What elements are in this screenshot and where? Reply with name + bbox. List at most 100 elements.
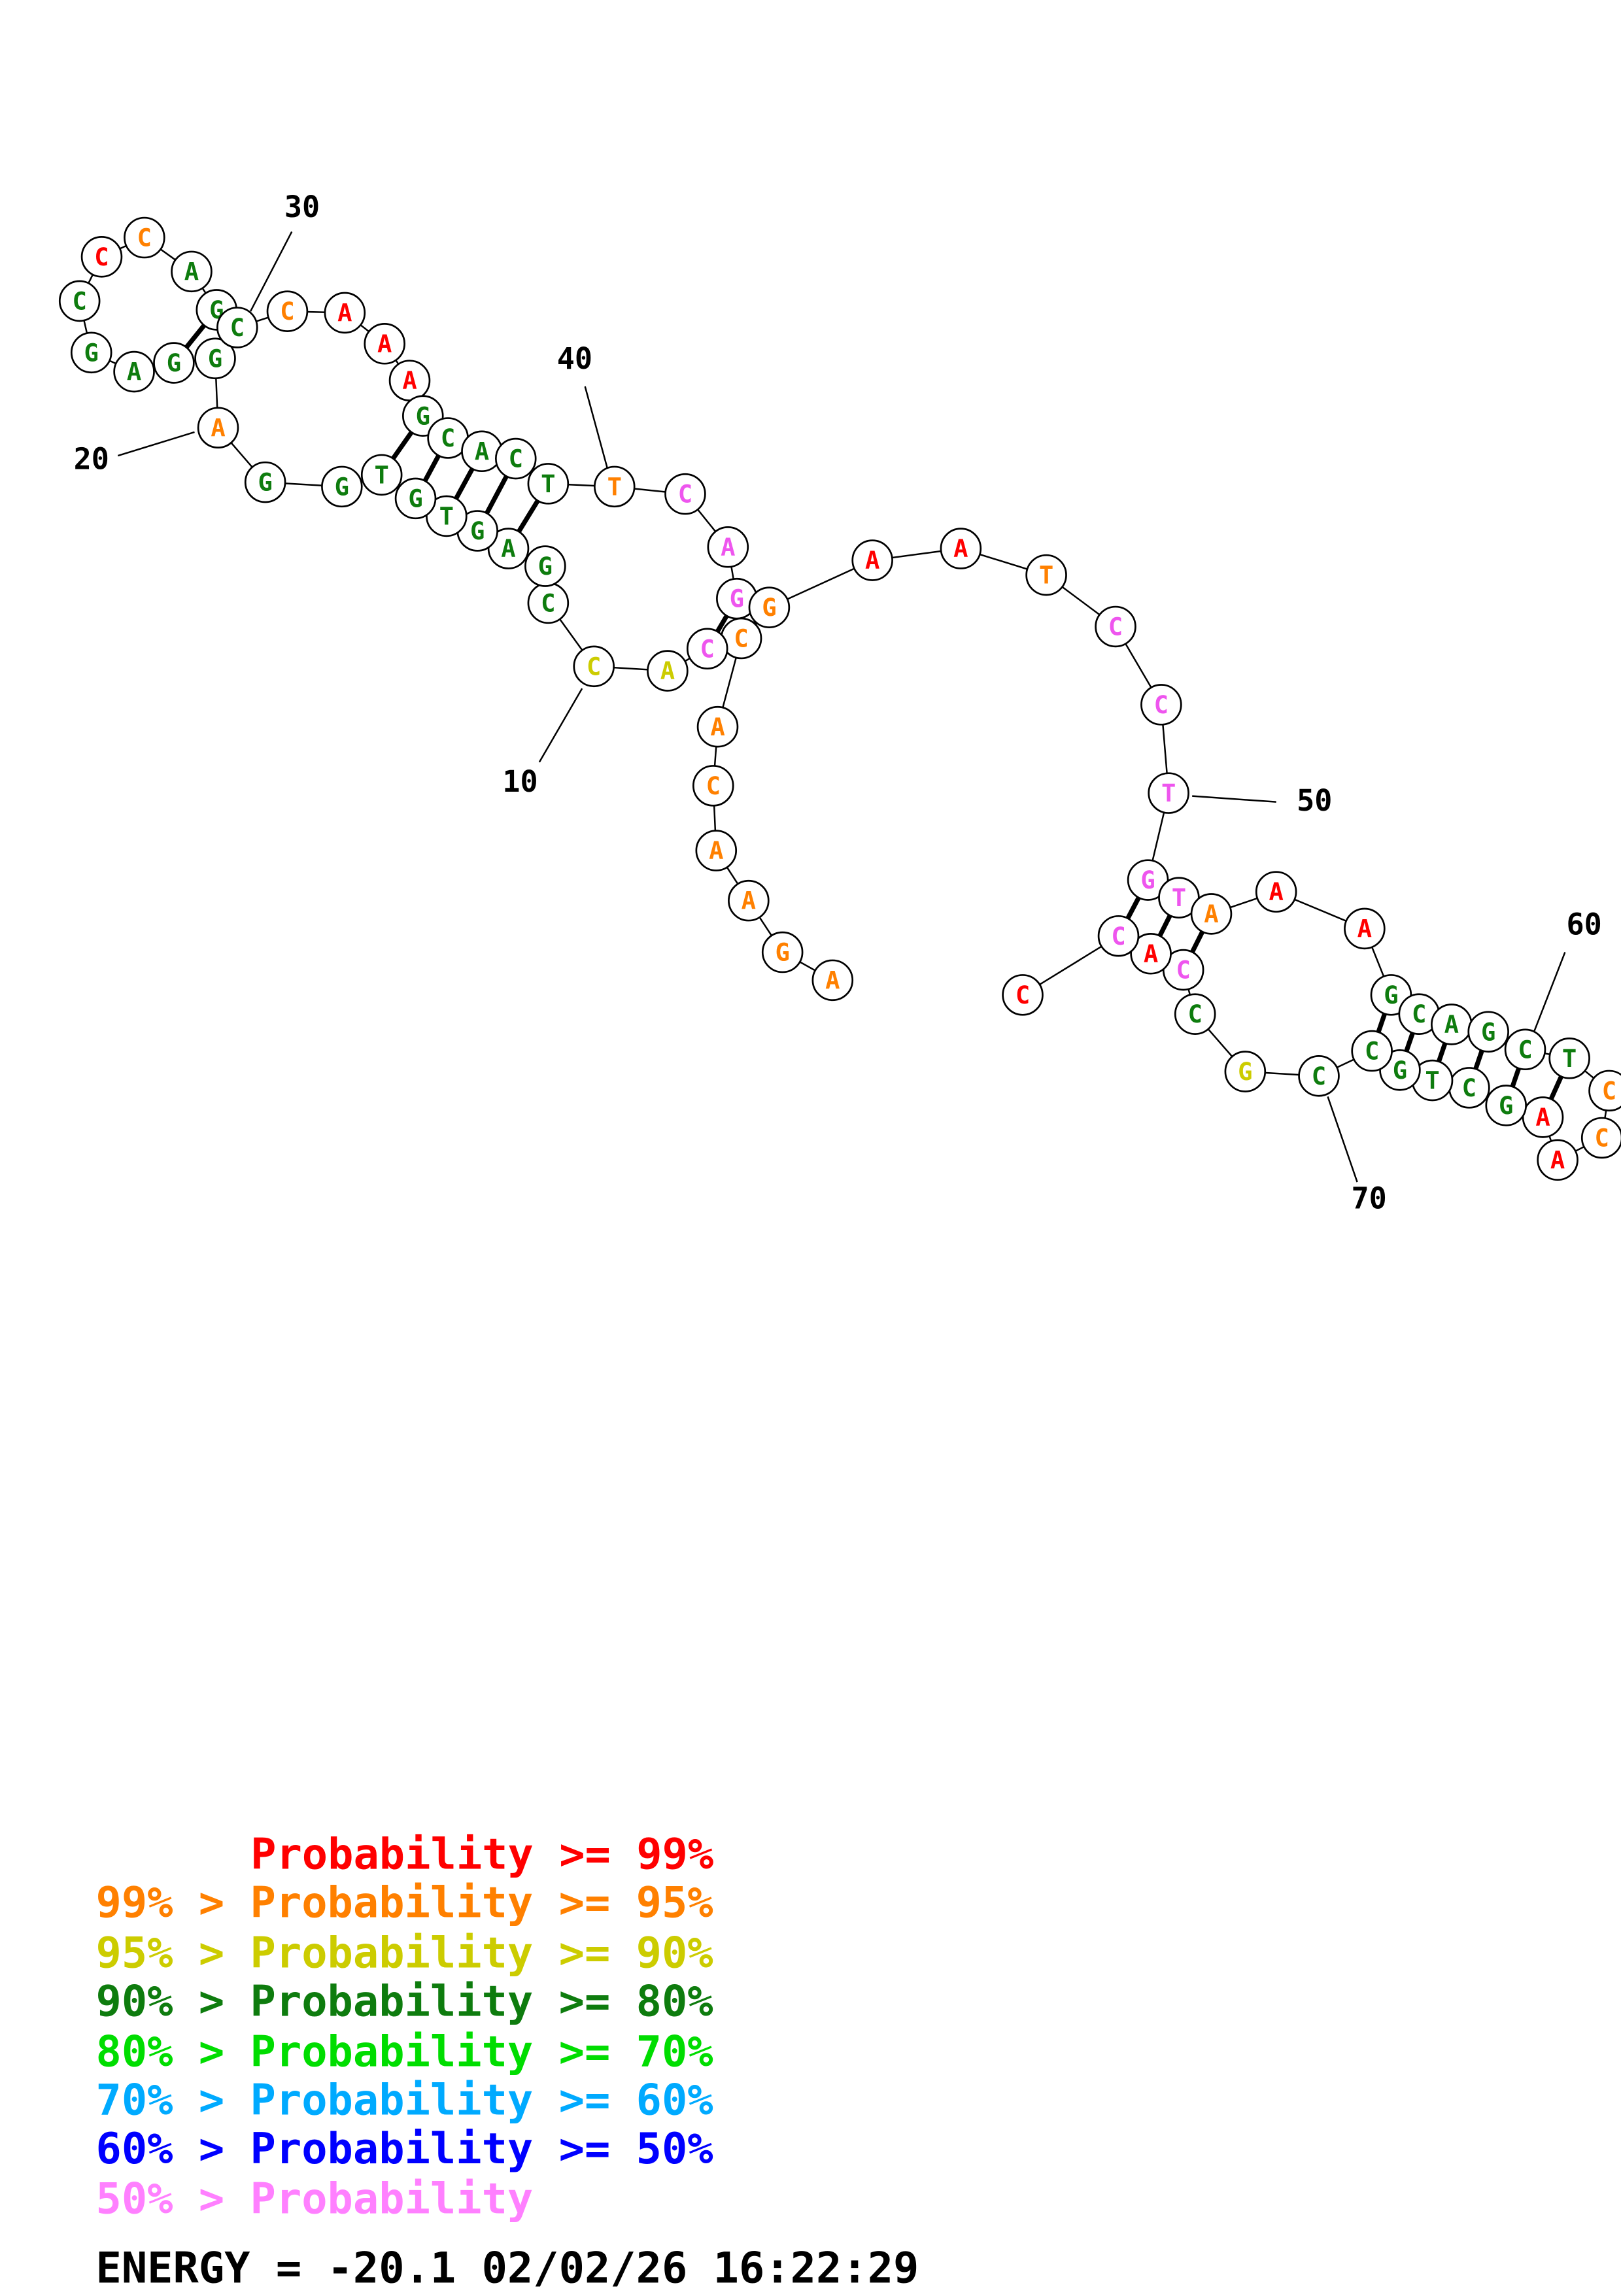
base-letter-44: G (762, 593, 776, 622)
base-circle-42 (707, 526, 749, 568)
base-circle-31 (266, 290, 309, 332)
base-circle-61 (1548, 1038, 1590, 1079)
base-circle-1 (811, 959, 854, 1002)
base-circle-23 (113, 350, 155, 393)
base-circle-26 (80, 236, 123, 278)
base-letter-7: C (734, 624, 748, 653)
base-circle-2 (761, 931, 804, 973)
base-circle-72 (1224, 1051, 1267, 1092)
legend-row-6: 70% > Probability >= 60% (95, 2076, 713, 2125)
base-letter-35: G (416, 401, 430, 430)
position-label-line-10 (538, 688, 583, 763)
base-letter-49: C (1154, 690, 1169, 719)
base-circle-44 (748, 586, 791, 628)
base-circle-60 (1504, 1028, 1546, 1071)
position-label-line-30 (250, 231, 293, 312)
base-letter-16: G (408, 484, 422, 513)
base-letter-60: C (1518, 1035, 1532, 1064)
base-circle-55 (1344, 907, 1386, 950)
base-circle-39 (527, 463, 570, 505)
energy-text: ENERGY = -20.1 02/02/26 16:22:29 (95, 2244, 919, 2293)
base-circle-63 (1580, 1117, 1621, 1159)
base-circle-24 (70, 331, 112, 374)
position-label-10: 10 (502, 764, 537, 799)
base-circle-22 (153, 342, 195, 384)
base-circle-75 (1130, 932, 1172, 975)
base-letter-13: A (501, 534, 515, 563)
base-circle-5 (692, 765, 734, 807)
legend-row-2: 99% > Probability >= 95% (95, 1878, 713, 1928)
base-letter-42: A (721, 533, 735, 562)
base-letter-51: G (1140, 866, 1155, 894)
base-letter-12: G (538, 552, 553, 581)
base-letter-68: T (1425, 1066, 1439, 1095)
base-circle-17 (360, 454, 403, 496)
base-letter-1: A (825, 966, 840, 994)
base-letter-25: C (73, 286, 87, 315)
base-circle-8 (686, 628, 728, 670)
position-label-70: 70 (1351, 1181, 1386, 1216)
base-letter-37: A (475, 437, 489, 465)
base-letter-2: G (775, 938, 789, 967)
base-letter-4: A (709, 836, 723, 865)
base-letter-38: C (509, 445, 523, 473)
base-circle-32 (324, 292, 366, 334)
base-circle-15 (426, 495, 468, 537)
base-letter-40: T (607, 472, 622, 501)
base-letter-75: A (1144, 939, 1158, 968)
base-letter-36: C (441, 424, 455, 452)
base-circle-73 (1174, 993, 1216, 1035)
base-letter-71: C (1312, 1062, 1326, 1090)
base-letter-8: C (700, 634, 715, 663)
position-label-50: 50 (1297, 783, 1332, 818)
base-circle-3 (728, 879, 770, 922)
position-label-line-60 (1533, 952, 1566, 1032)
base-letter-56: G (1384, 981, 1398, 1009)
base-letter-67: C (1462, 1073, 1476, 1102)
base-letter-76: C (1111, 922, 1125, 951)
base-circle-18 (321, 465, 363, 508)
base-circle-77 (1002, 974, 1044, 1016)
base-letter-3: A (742, 886, 756, 915)
base-letter-20: A (211, 413, 225, 442)
base-letter-33: A (377, 329, 392, 358)
position-label-line-70 (1327, 1096, 1358, 1183)
base-circle-51 (1127, 859, 1169, 901)
legend-row-4: 90% > Probability >= 80% (95, 1977, 713, 2027)
base-circle-71 (1298, 1055, 1340, 1097)
position-label-line-20 (117, 431, 195, 457)
base-letter-59: G (1481, 1017, 1495, 1046)
base-circle-49 (1140, 684, 1182, 726)
base-letter-22: G (167, 348, 181, 377)
base-circle-54 (1255, 871, 1297, 913)
position-label-line-50 (1192, 795, 1276, 803)
base-letter-48: C (1108, 613, 1123, 641)
base-letter-54: A (1269, 877, 1283, 906)
base-letter-47: T (1039, 561, 1053, 590)
base-letter-21: G (208, 344, 222, 373)
base-circle-70 (1351, 1030, 1393, 1072)
base-letter-10: C (587, 652, 601, 681)
base-circle-59 (1467, 1011, 1509, 1053)
position-label-40: 40 (557, 341, 592, 376)
base-letter-28: A (184, 257, 199, 286)
base-letter-66: G (1499, 1091, 1513, 1120)
legend-row-3: 95% > Probability >= 90% (95, 1928, 713, 1978)
base-circle-38 (494, 437, 537, 480)
base-circle-30 (216, 307, 258, 348)
base-letter-55: A (1357, 915, 1372, 943)
base-letter-18: G (335, 472, 349, 501)
base-circle-25 (58, 280, 101, 322)
base-circle-45 (851, 539, 893, 581)
legend-row-5: 80% > Probability >= 70% (95, 2027, 713, 2076)
base-circle-50 (1148, 772, 1189, 814)
base-letter-23: A (127, 358, 141, 386)
base-letter-73: C (1188, 1000, 1203, 1028)
base-circle-33 (364, 322, 405, 365)
base-circle-27 (124, 216, 165, 259)
base-letter-62: C (1602, 1076, 1616, 1105)
base-letter-6: A (710, 713, 725, 741)
legend-row-7: 60% > Probability >= 50% (95, 2124, 713, 2174)
base-letter-70: C (1365, 1037, 1379, 1066)
base-letter-17: T (374, 460, 388, 489)
